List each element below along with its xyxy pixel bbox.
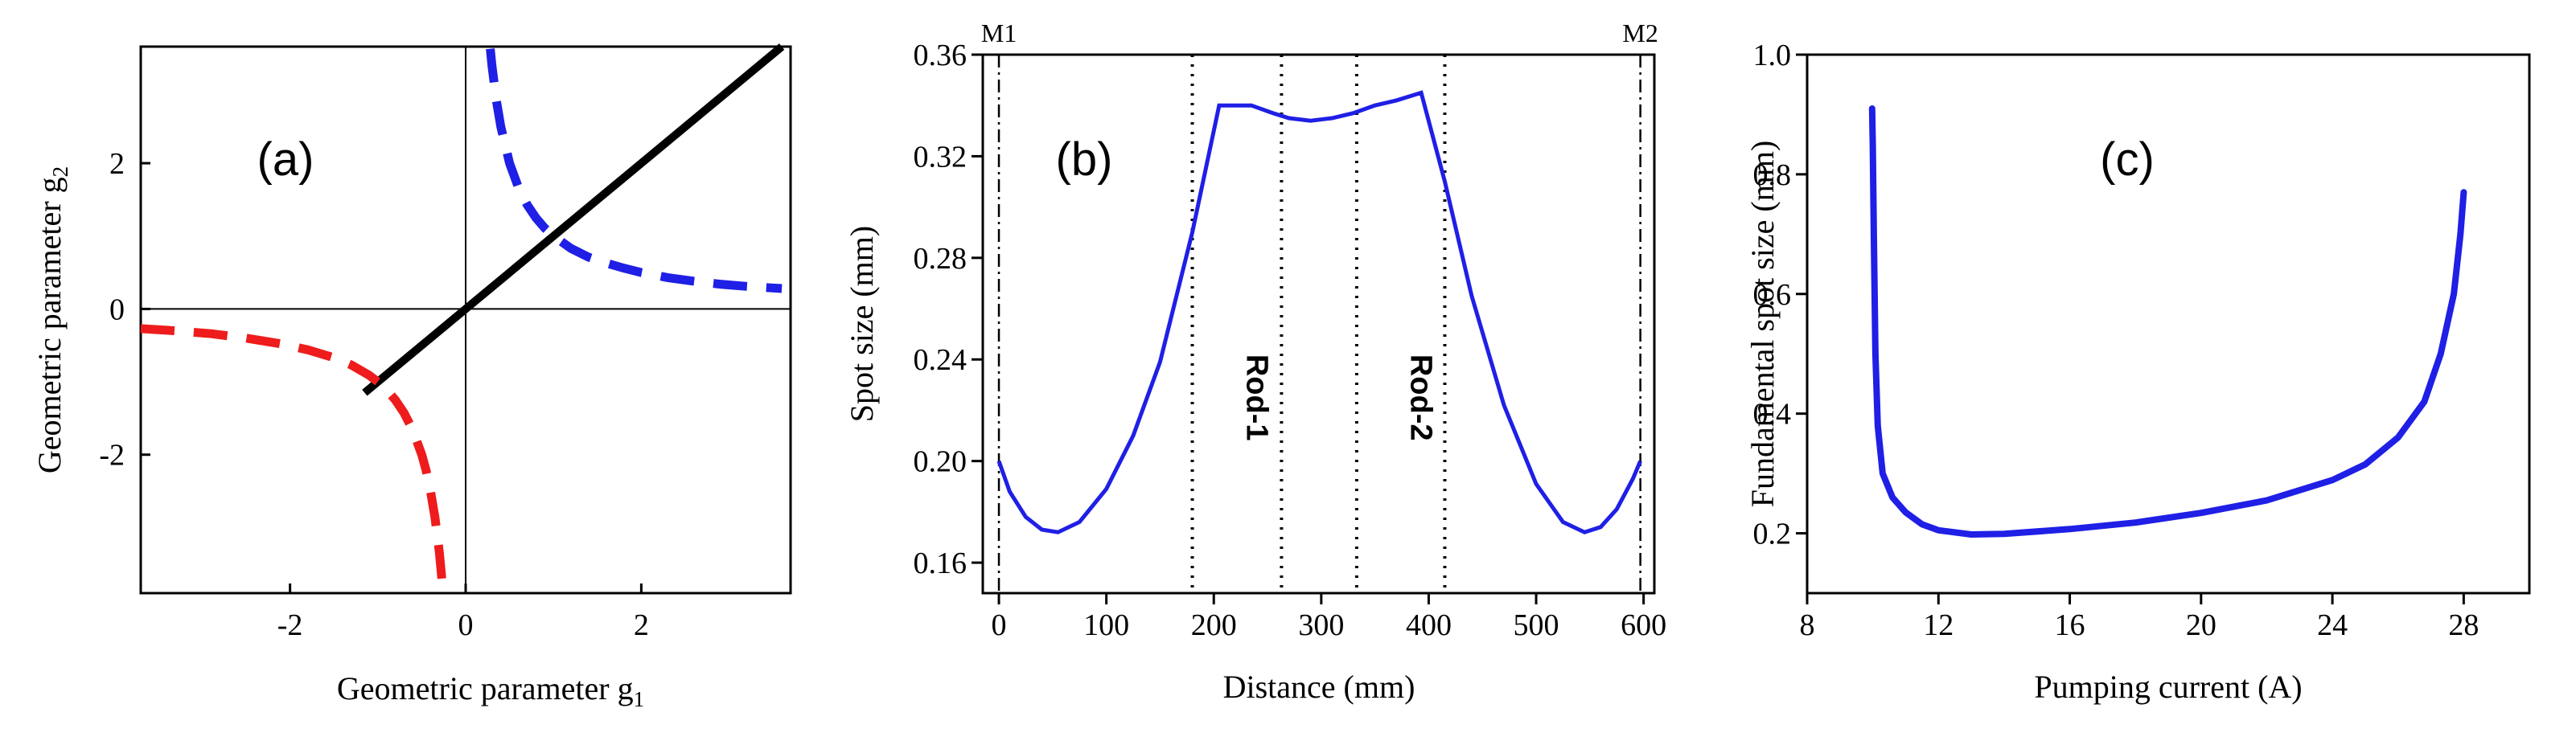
y-axis-label-sub-a: 2	[48, 166, 72, 178]
ticks-c: 8 12 16 20 24 28 0.2 0.4 0.6 0.8 1.0	[1753, 39, 2479, 642]
y-tick-label-a-1: 0	[109, 293, 125, 326]
x-tick-label-a-0: -2	[277, 608, 303, 642]
series-group-c	[1868, 105, 2467, 538]
x-tick-label-c-0: 8	[1800, 608, 1815, 642]
x-tick-label-c-1: 12	[1923, 608, 1954, 642]
y-tick-label-c-0: 0.2	[1753, 518, 1792, 551]
x-axis-label-b: Distance (mm)	[1223, 669, 1415, 705]
ticks-b: 0 100 200 300 400 500 600 0.16 0.20 0.24 0.28 0.32 0…	[914, 39, 1667, 642]
x-tick-label-b-3: 300	[1298, 608, 1344, 642]
y-tick-label-c-4: 1.0	[1753, 39, 1792, 72]
guide-lines-b	[997, 55, 1641, 593]
y-tick-label-b-3: 0.28	[914, 242, 968, 276]
series-group-a	[140, 43, 785, 591]
panel-c: 8 12 16 20 24 28 0.2 0.4 0.6 0.8 1.0 (c) Pumping c…	[1744, 39, 2531, 705]
y-tick-label-b-0: 0.16	[914, 547, 968, 580]
x-tick-label-b-1: 100	[1083, 608, 1129, 642]
panel-label-c: (c)	[2100, 133, 2155, 186]
y-tick-label-c-1: 0.4	[1753, 398, 1792, 432]
annotations-b: M1 M2 Rod-1 Rod-2	[981, 18, 1658, 440]
mirror-label-m2: M2	[1622, 18, 1658, 47]
x-axis-label-sub-a: 1	[634, 687, 645, 711]
y-axis-label-b: Spot size (mm)	[844, 226, 880, 422]
panel-b: 0 100 200 300 400 500 600 0.16 0.20 0.24 0.28 0.32 0…	[844, 18, 1666, 705]
y-tick-label-c-2: 0.6	[1753, 278, 1792, 312]
rod-label-2: Rod-2	[1404, 354, 1438, 441]
y-tick-label-a-0: -2	[99, 439, 125, 473]
panel-a: -2 0 2-202 (a) Geometric parameter g1 Geom…	[31, 43, 792, 711]
x-axis-label-c: Pumping current (A)	[2034, 669, 2302, 705]
y-axis-label-c: Fundamental spot size (mm)	[1744, 141, 1781, 508]
x-tick-label-c-3: 20	[2186, 608, 2217, 642]
plot-frame-c	[1806, 53, 2531, 595]
x-tick-label-b-2: 200	[1191, 608, 1237, 642]
stability-line-a	[362, 43, 785, 396]
mirror-label-m1: M1	[981, 18, 1017, 47]
x-tick-label-c-5: 28	[2448, 608, 2479, 642]
x-tick-label-b-0: 0	[992, 608, 1007, 642]
x-tick-label-c-4: 24	[2317, 608, 2348, 642]
series-group-b	[996, 90, 1642, 534]
y-tick-label-a-2: 2	[109, 147, 125, 181]
fundamental-spot-size-curve-c	[1868, 105, 2467, 538]
x-axis-label-main-a: Geometric parameter g	[337, 670, 634, 706]
x-tick-label-a-1: 0	[458, 608, 474, 642]
x-tick-label-b-4: 400	[1406, 608, 1452, 642]
x-tick-label-b-6: 600	[1621, 608, 1666, 642]
red-boundary-curve-a	[140, 324, 448, 591]
plot-frame-b	[981, 53, 1656, 595]
x-tick-label-c-2: 16	[2055, 608, 2085, 642]
axis-cross-a	[141, 47, 791, 593]
y-tick-label-b-4: 0.32	[914, 140, 968, 174]
x-tick-label-b-5: 500	[1514, 608, 1559, 642]
blue-boundary-curve-a	[486, 48, 783, 293]
y-axis-label-main-a: Geometric parameter g	[31, 177, 68, 473]
rod-label-1: Rod-1	[1239, 354, 1273, 441]
spot-size-curve-b	[996, 90, 1642, 534]
y-tick-label-c-3: 0.8	[1753, 158, 1792, 192]
ticks-a: -2 0 2 -2 0 2	[99, 147, 649, 642]
y-axis-label-a: Geometric parameter g2	[31, 166, 72, 473]
y-tick-label-b-5: 0.36	[914, 39, 968, 72]
panel-label-a: (a)	[257, 133, 314, 186]
x-axis-label-a: Geometric parameter g1	[337, 670, 644, 711]
y-tick-label-b-1: 0.20	[914, 445, 968, 479]
y-tick-label-b-2: 0.24	[914, 343, 968, 377]
panel-label-b: (b)	[1056, 133, 1113, 186]
x-tick-label-a-2: 2	[634, 608, 649, 642]
